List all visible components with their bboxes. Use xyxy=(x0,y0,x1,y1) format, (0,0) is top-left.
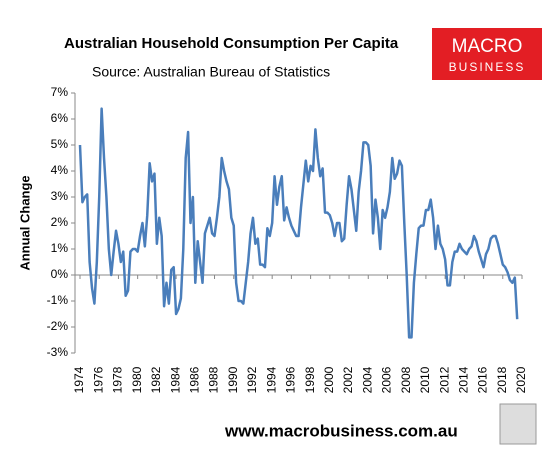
x-tick-label: 2014 xyxy=(457,366,471,393)
x-tick-label: 1992 xyxy=(245,366,259,393)
x-tick-label: 2000 xyxy=(322,366,336,393)
x-tick-label: 1990 xyxy=(226,366,240,393)
x-tick-label: 2004 xyxy=(360,366,374,393)
y-tick-label: 7% xyxy=(51,85,69,99)
x-tick-label: 2006 xyxy=(380,366,394,393)
x-tick-label: 1988 xyxy=(207,366,221,393)
footer: www.macrobusiness.com.au xyxy=(224,421,458,440)
x-tick-label: 1976 xyxy=(91,366,105,393)
y-tick-label: -1% xyxy=(47,293,69,307)
x-tick-label: 1974 xyxy=(72,366,86,393)
x-tick-label: 1982 xyxy=(149,366,163,393)
y-tick-label: 4% xyxy=(51,163,69,177)
x-tick-label: 1980 xyxy=(130,366,144,393)
chart-title: Australian Household Consumption Per Cap… xyxy=(64,35,399,52)
logo-text: MACRO xyxy=(452,36,523,57)
y-tick-label: 5% xyxy=(51,137,69,151)
y-tick-label: -2% xyxy=(47,319,69,333)
x-tick-label: 2016 xyxy=(476,366,490,393)
x-tick-label: 2010 xyxy=(418,366,432,393)
x-tick-label: 1986 xyxy=(187,366,201,393)
x-tick-label: 2012 xyxy=(437,366,451,393)
x-tick-label: 1998 xyxy=(303,366,317,393)
x-tick-label: 1978 xyxy=(111,366,125,393)
y-tick-label: 3% xyxy=(51,189,69,203)
chart-subtitle: Source: Australian Bureau of Statistics xyxy=(92,64,330,80)
y-tick-label: 1% xyxy=(51,241,69,255)
x-tick-label: 1984 xyxy=(168,366,182,393)
data-line xyxy=(78,107,519,339)
x-tick-label: 2008 xyxy=(399,366,413,393)
y-tick-label: 0% xyxy=(51,267,69,281)
logo-box xyxy=(432,28,542,80)
x-tick-label: 1996 xyxy=(284,366,298,393)
y-tick-label: -3% xyxy=(47,345,69,359)
x-tick-label: 1994 xyxy=(264,366,278,393)
x-tick-label: 2020 xyxy=(514,366,528,393)
x-tick-label: 2002 xyxy=(341,366,355,393)
wolf-icon xyxy=(499,403,537,445)
x-tick-label: 2018 xyxy=(495,366,509,393)
logo-text: BUSINESS xyxy=(449,60,526,74)
y-tick-label: 6% xyxy=(51,111,69,125)
y-tick-label: 2% xyxy=(51,215,69,229)
y-axis-label: Annual Change xyxy=(17,175,32,270)
